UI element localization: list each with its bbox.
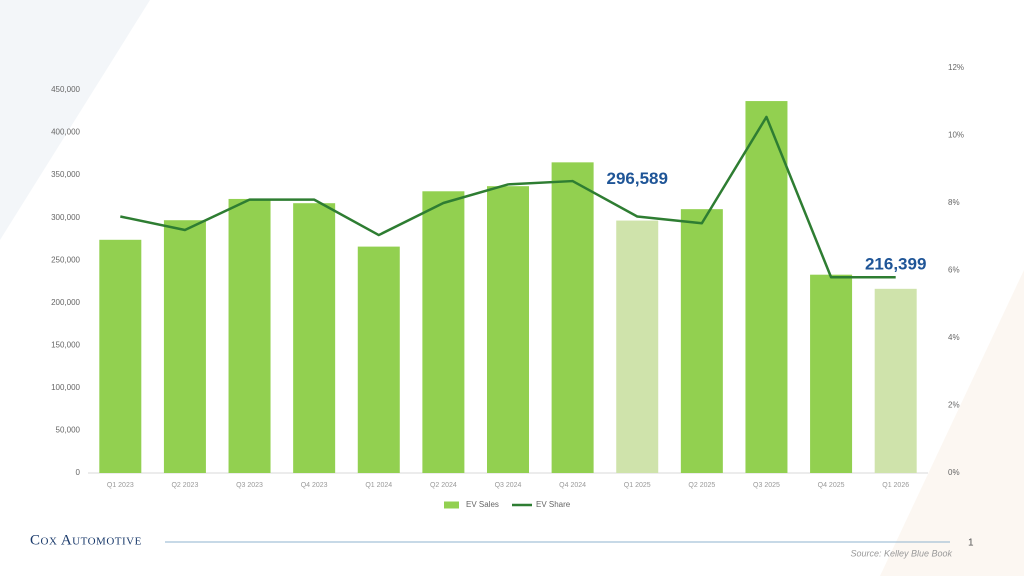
bar [551,162,594,473]
value-label: 296,589 [607,169,668,188]
logo: Cox Automotive [30,532,142,548]
bar [293,203,336,473]
y-tick-label: 0 [76,468,81,477]
bar [616,220,659,473]
y-tick-label: 250,000 [51,255,80,264]
y2-tick-label: 6% [948,266,960,275]
bar [163,220,206,473]
x-tick-label: Q4 2025 [818,482,845,489]
y2-tick-label: 8% [948,198,960,207]
x-tick-label: Q2 2025 [688,482,715,489]
bar [810,274,853,473]
bar [487,186,529,474]
bar [680,209,723,473]
y-tick-label: 350,000 [51,170,80,179]
x-tick-label: Q3 2025 [753,482,780,489]
y2-tick-label: 4% [948,333,960,342]
background-shape [0,0,150,240]
y-tick-label: 150,000 [51,340,80,349]
x-tick-label: Q3 2024 [495,482,522,489]
y2-tick-label: 0% [948,468,960,477]
x-tick-label: Q2 2024 [430,482,457,489]
bar [357,246,400,473]
legend-swatch [444,501,459,509]
y2-tick-label: 2% [948,401,960,410]
x-tick-label: Q1 2023 [107,482,134,489]
bar [422,191,465,473]
y2-tick-label: 10% [948,131,964,140]
bar [745,101,788,473]
x-tick-label: Q1 2026 [882,482,909,489]
y-tick-label: 100,000 [51,383,80,392]
y-tick-label: 300,000 [51,213,80,222]
line-series [120,115,896,279]
background-shape [880,270,1024,576]
y-tick-label: 400,000 [51,128,80,137]
value-label: 216,399 [865,255,926,274]
chart: 0 50,000 100,000 150,000 200,000 250,000 300,0… [51,63,964,509]
bar [99,239,142,473]
page-number: 1 [968,538,974,549]
y-tick-label: 50,000 [56,426,81,435]
x-tick-label: Q2 2023 [171,482,198,489]
x-tick-label: Q1 2025 [624,482,651,489]
legend-label: EV Sales [466,500,499,509]
legend-label: EV Share [536,500,571,509]
source-note: Source: Kelley Blue Book [850,548,952,558]
bar [228,198,271,474]
x-tick-label: Q3 2023 [236,482,263,489]
x-tick-label: Q4 2024 [559,482,586,489]
x-tick-label: Q4 2023 [301,482,328,489]
y-tick-label: 450,000 [51,85,80,94]
x-tick-label: Q1 2024 [365,482,392,489]
bar [874,288,917,473]
y2-tick-label: 12% [948,63,964,72]
y-tick-label: 200,000 [51,298,80,307]
